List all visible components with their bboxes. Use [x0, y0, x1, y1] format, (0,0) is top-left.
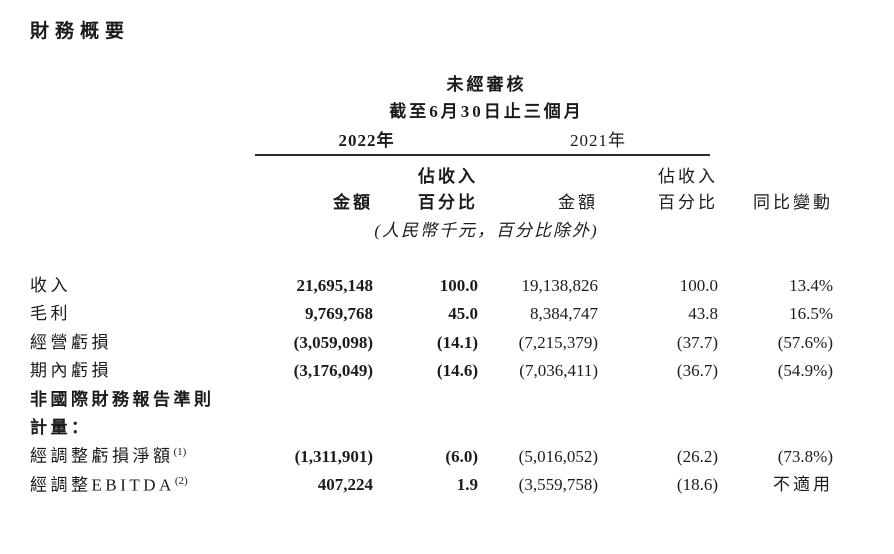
row-label: 經調整EBITDA(2): [30, 471, 255, 500]
cell-pct-2022: (6.0): [445, 446, 478, 466]
table-row: 計量：: [30, 414, 833, 443]
cell-yoy: 16.5%: [789, 304, 833, 324]
row-label-text: 收入: [30, 275, 71, 295]
col-header-pct-2022-line1: 佔收入: [418, 166, 478, 186]
cell-amount-2022: (3,176,049): [293, 361, 373, 381]
row-label-text: 經營虧損: [30, 332, 112, 352]
cell-pct-2021: (36.7): [676, 361, 718, 381]
unit-note-row: (人民幣千元，百分比除外): [30, 215, 833, 245]
cell-pct-2021: [598, 414, 718, 443]
col-header-yoy: 同比變動: [753, 192, 833, 212]
cell-amount-2022: [255, 385, 373, 414]
cell-pct-2022: [373, 385, 478, 414]
cell-yoy: 不適用: [773, 475, 833, 495]
financial-summary-table: 佔收入 佔收入 金額 百分比 金額 百分比 同比變動 (人民幣千元，百分比除外): [30, 163, 833, 499]
header-rule-line: [255, 154, 710, 156]
page-title: 財務概要: [30, 21, 131, 42]
cell-amount-2021: [478, 385, 598, 414]
row-label-text: 期內虧損: [30, 361, 112, 381]
cell-amount-2022: 21,695,148: [296, 275, 374, 295]
column-header-row-1: 佔收入 佔收入: [30, 163, 833, 189]
row-label: 經調整虧損淨額(1): [30, 442, 255, 471]
cell-amount-2021: (7,036,411): [519, 361, 598, 381]
table-row: 毛利 9,769,768 45.0 8,384,747 43.8 16.5%: [30, 300, 833, 329]
cell-pct-2021: 100.0: [679, 275, 718, 295]
row-label-text: 非國際財務報告準則: [30, 389, 215, 409]
cell-pct-2022: (14.1): [436, 332, 478, 352]
col-header-pct-2021-line2: 百分比: [658, 192, 718, 212]
footnote-marker: (1): [173, 446, 187, 459]
cell-yoy: [718, 385, 833, 414]
cell-pct-2021: 43.8: [688, 304, 718, 324]
row-label: 經營虧損: [30, 328, 255, 357]
cell-yoy: (57.6%): [777, 332, 833, 352]
cell-amount-2022: 9,769,768: [305, 304, 373, 324]
table-row: 非國際財務報告準則: [30, 385, 833, 414]
table-row: 期內虧損 (3,176,049) (14.6) (7,036,411) (36.7) (5…: [30, 357, 833, 386]
year-2021-header: 2021年: [570, 131, 626, 150]
row-label-text: 經調整EBITDA: [30, 475, 175, 495]
table-row: 經調整EBITDA(2) 407,224 1.9 (3,559,758) (18.6) 不…: [30, 471, 833, 500]
cell-amount-2022: (3,059,098): [293, 332, 373, 352]
table-row: 收入 21,695,148 100.0 19,138,826 100.0 13.4%: [30, 271, 833, 300]
unit-note: (人民幣千元，百分比除外): [374, 220, 599, 240]
table-row: 經調整虧損淨額(1) (1,311,901) (6.0) (5,016,052) (26…: [30, 442, 833, 471]
cell-amount-2022: (1,311,901): [294, 446, 373, 466]
table-row: 經營虧損 (3,059,098) (14.1) (7,215,379) (37.7) (5…: [30, 328, 833, 357]
row-label-text: 毛利: [30, 304, 71, 324]
col-header-amount-2022: 金額: [333, 192, 373, 212]
row-label-text: 計量：: [30, 418, 92, 438]
row-label: 非國際財務報告準則: [30, 385, 255, 414]
cell-amount-2022: 407,224: [317, 475, 373, 495]
cell-amount-2021: (7,215,379): [518, 332, 598, 352]
cell-yoy: (54.9%): [777, 361, 833, 381]
footnote-marker: (2): [174, 474, 188, 487]
cell-pct-2021: (18.6): [676, 475, 718, 495]
year-2022-header: 2022年: [338, 131, 395, 150]
row-label: 計量：: [30, 414, 255, 443]
cell-pct-2022: (14.6): [436, 361, 478, 381]
col-header-amount-2021: 金額: [558, 192, 598, 212]
col-header-pct-2022-line2: 百分比: [418, 192, 478, 212]
cell-pct-2021: (37.7): [676, 332, 718, 352]
row-label: 毛利: [30, 300, 255, 329]
cell-pct-2022: 45.0: [448, 304, 478, 324]
unaudited-header: 未經審核: [446, 75, 527, 94]
cell-amount-2021: 19,138,826: [521, 275, 599, 295]
cell-amount-2021: (5,016,052): [518, 446, 598, 466]
row-label: 期內虧損: [30, 357, 255, 386]
period-header: 截至6月30日止三個月: [389, 102, 584, 121]
row-label-text: 經調整虧損淨額: [30, 447, 174, 467]
cell-pct-2022: [373, 414, 478, 443]
spacer-row: [30, 245, 833, 271]
cell-yoy: 13.4%: [789, 275, 833, 295]
cell-amount-2021: 8,384,747: [530, 304, 598, 324]
cell-pct-2022: 1.9: [456, 475, 478, 495]
cell-yoy: [718, 414, 833, 443]
cell-yoy: (73.8%): [777, 446, 833, 466]
cell-pct-2021: (26.2): [676, 446, 718, 466]
col-header-pct-2021-line1: 佔收入: [658, 166, 718, 186]
column-header-row-2: 金額 百分比 金額 百分比 同比變動: [30, 189, 833, 215]
row-label: 收入: [30, 271, 255, 300]
cell-pct-2021: [598, 385, 718, 414]
cell-amount-2021: (3,559,758): [518, 475, 598, 495]
cell-amount-2021: [478, 414, 598, 443]
cell-amount-2022: [255, 414, 373, 443]
cell-pct-2022: 100.0: [439, 275, 478, 295]
